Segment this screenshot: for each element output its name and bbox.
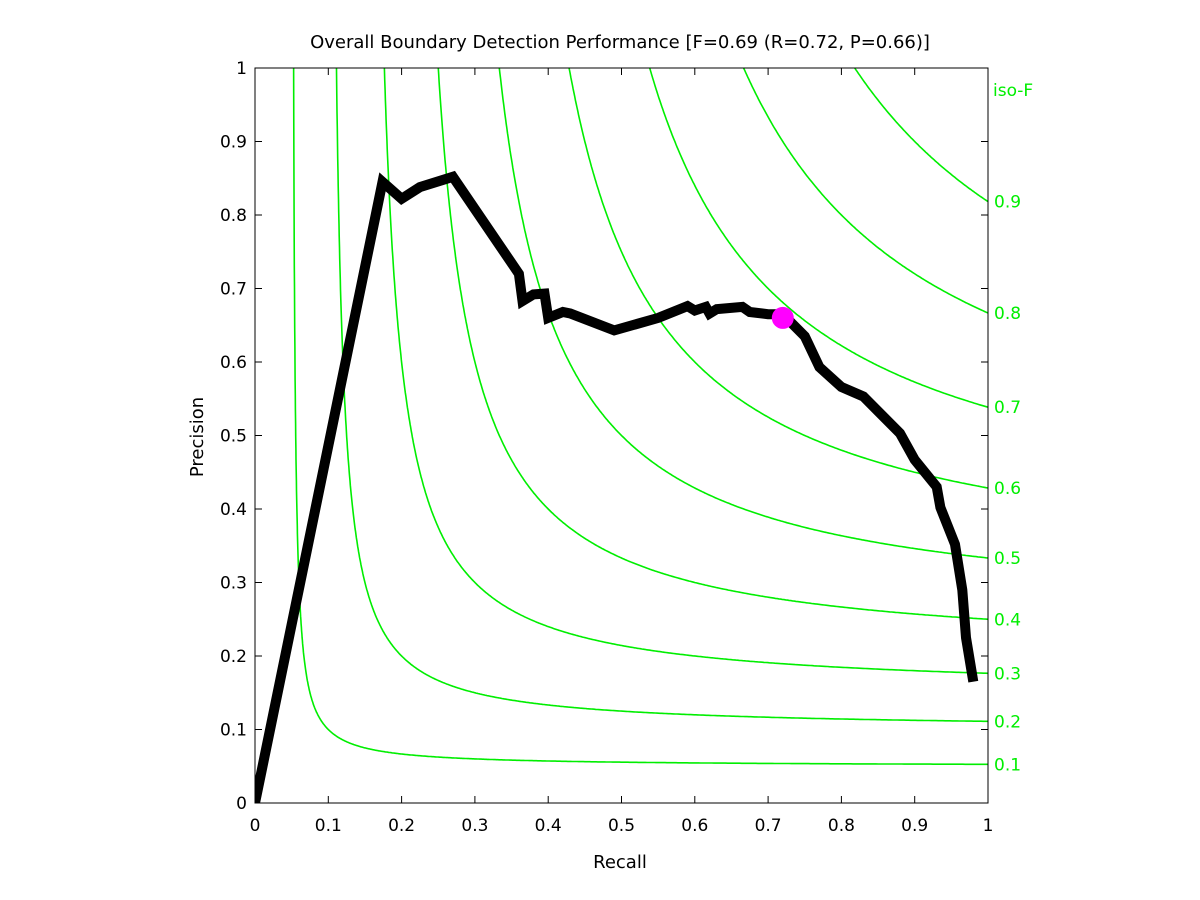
x-tick-label: 1 xyxy=(983,816,994,836)
iso-f-label: 0.3 xyxy=(994,664,1021,684)
iso-f-curve xyxy=(383,68,988,675)
iso-f-curve xyxy=(335,68,988,723)
iso-f-curve xyxy=(292,68,988,766)
y-axis-label: Precision xyxy=(187,397,208,477)
x-axis: 0 0.1 0.2 0.3 0.4 0.5 0.6 0.7 0.8 0.9 1 xyxy=(250,68,994,836)
x-tick-label: 0.8 xyxy=(828,816,855,836)
y-tick-label: 0.3 xyxy=(220,574,247,594)
iso-f-label: 0.2 xyxy=(994,712,1021,732)
iso-f-label: 0.4 xyxy=(994,610,1021,630)
iso-f-label: 0.7 xyxy=(994,398,1021,418)
iso-f-legend-label: iso-F xyxy=(993,81,1033,101)
x-tick-label: 0.4 xyxy=(535,816,562,836)
x-tick-label: 0.9 xyxy=(901,816,928,836)
iso-f-curve xyxy=(742,68,988,314)
x-tick-label: 0.2 xyxy=(388,816,415,836)
iso-f-curves xyxy=(292,68,988,766)
iso-f-curve xyxy=(568,68,988,489)
iso-f-label: 0.5 xyxy=(994,549,1021,569)
y-tick-label: 0.5 xyxy=(220,427,247,447)
iso-f-labels: 0.1 0.2 0.3 0.4 0.5 0.6 0.7 0.8 0.9 xyxy=(994,193,1021,776)
pr-curve xyxy=(255,170,979,803)
iso-f-curve xyxy=(648,68,988,408)
x-tick-label: 0 xyxy=(250,816,261,836)
iso-f-label: 0.1 xyxy=(994,755,1021,775)
iso-f-label: 0.9 xyxy=(994,193,1021,213)
chart-title: Overall Boundary Detection Performance [… xyxy=(310,32,930,53)
iso-f-label: 0.8 xyxy=(994,304,1021,324)
x-tick-label: 0.1 xyxy=(315,816,342,836)
y-tick-label: 0.9 xyxy=(220,133,247,153)
best-point xyxy=(771,306,794,329)
y-tick-label: 0.6 xyxy=(220,353,247,373)
x-axis-label: Recall xyxy=(593,852,647,873)
iso-f-label: 0.6 xyxy=(994,479,1021,499)
y-tick-label: 0.4 xyxy=(220,500,247,520)
y-tick-label: 0 xyxy=(236,794,247,814)
x-tick-label: 0.5 xyxy=(608,816,635,836)
y-tick-label: 1 xyxy=(236,59,247,79)
y-tick-label: 0.8 xyxy=(220,206,247,226)
iso-f-curve xyxy=(437,68,988,621)
iso-f-curve xyxy=(498,68,988,559)
pr-series xyxy=(255,170,979,803)
x-tick-label: 0.3 xyxy=(461,816,488,836)
x-tick-label: 0.6 xyxy=(681,816,708,836)
x-tick-label: 0.7 xyxy=(755,816,782,836)
best-point-marker xyxy=(771,306,794,329)
y-tick-label: 0.2 xyxy=(220,647,247,667)
y-tick-label: 0.1 xyxy=(220,721,247,741)
y-tick-label: 0.7 xyxy=(220,280,247,300)
iso-f-curve xyxy=(853,68,988,203)
y-axis: 0 0.1 0.2 0.3 0.4 0.5 0.6 0.7 0.8 0.9 1 xyxy=(220,59,988,814)
